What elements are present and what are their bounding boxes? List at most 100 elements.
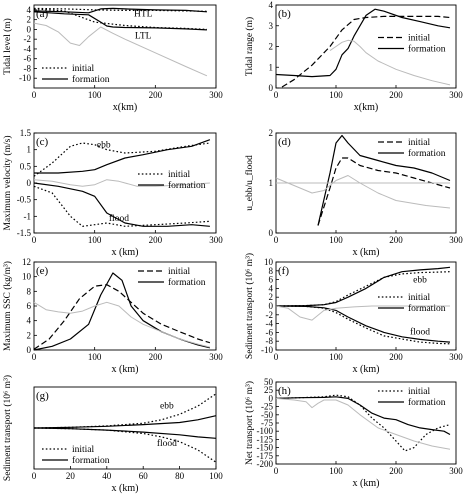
y-axis-label: Sediment transport (10⁶ m³): [2, 375, 13, 481]
panel-label: (b): [278, 8, 291, 20]
x-axis-label: x (km): [112, 247, 139, 258]
y-tick-label: -2: [266, 310, 274, 320]
x-tick-label: 80: [175, 471, 185, 481]
legend-label: formation: [72, 455, 110, 466]
x-tick-label: 0: [274, 90, 279, 100]
x-tick-label: 0: [32, 90, 37, 100]
x-axis-label: x(km): [354, 102, 378, 113]
legend-label: formation: [408, 148, 446, 159]
x-tick-label: 0: [274, 235, 279, 245]
series-line-formation: [275, 396, 451, 436]
series-line-initial: [275, 394, 451, 452]
series-line-formation: [33, 182, 210, 227]
x-tick-label: 60: [139, 471, 149, 481]
series-line-formation: [34, 139, 211, 174]
annotation-label: ebb: [413, 276, 427, 286]
y-tick-label: -175: [257, 451, 274, 461]
y-tick-label: -4: [24, 44, 32, 54]
x-tick-label: 100: [329, 466, 343, 476]
y-axis-label: Tidal range (m): [244, 17, 255, 76]
y-tick-label: 1: [27, 145, 32, 155]
series-line-formation: [275, 266, 451, 307]
series-line-initial: [33, 185, 210, 227]
y-tick-label: -25: [261, 402, 273, 412]
y-tick-label: 10: [264, 257, 274, 267]
panel-label: (e): [36, 265, 49, 277]
legend-label: initial: [408, 293, 431, 303]
y-tick-label: -8: [24, 63, 32, 73]
series-line-formation: [33, 427, 217, 439]
y-tick-label: 25: [264, 385, 274, 395]
y-tick-label: -1.5: [17, 228, 32, 238]
y-tick-label: -10: [261, 345, 273, 355]
annotation-label: ebb: [97, 141, 111, 151]
x-tick-label: 300: [449, 352, 463, 362]
x-tick-label: 100: [88, 352, 102, 362]
legend-label: initial: [408, 34, 431, 44]
y-tick-label: 1: [269, 62, 274, 72]
x-axis-label: x (km): [353, 364, 380, 375]
chart-panel-5: 0 100 200 300 0 2 4 6 8 10 12 x (km) Maximum SSC (kg…: [2, 257, 223, 375]
y-tick-label: -1: [24, 211, 32, 221]
series-line-reference: [275, 175, 451, 209]
panel-label: (g): [36, 390, 49, 402]
y-tick-label: -50: [261, 410, 273, 420]
annotation-label: flood: [109, 213, 129, 224]
annotation-label: flood: [410, 327, 430, 338]
x-tick-label: 200: [389, 90, 403, 100]
y-tick-label: -125: [257, 434, 274, 444]
y-tick-label: 0: [27, 24, 32, 34]
y-axis-label: Sediment transport (10⁶ m³): [244, 253, 255, 359]
y-axis-label: Maximum SSC (kg/m³): [2, 261, 13, 351]
legend-label: formation: [168, 277, 206, 288]
y-tick-label: -6: [266, 327, 274, 337]
x-axis-label: x (km): [353, 478, 380, 489]
series-line-formation: [33, 7, 207, 14]
x-tick-label: 200: [149, 90, 163, 100]
panel-label: (d): [278, 136, 291, 148]
x-tick-label: 200: [389, 235, 403, 245]
x-tick-label: 100: [329, 90, 343, 100]
x-tick-label: 0: [32, 235, 37, 245]
y-tick-label: -6: [24, 54, 32, 64]
x-tick-label: 0: [274, 352, 279, 362]
y-tick-label: 2: [269, 292, 274, 302]
y-tick-label: 10: [22, 272, 32, 282]
panel-label: (c): [36, 136, 49, 148]
legend-label: formation: [168, 180, 206, 191]
x-axis-label: x (km): [112, 364, 139, 375]
series-line-initial: [33, 393, 217, 429]
y-tick-label: -4: [266, 319, 274, 329]
y-axis-label: Tidal level (m): [2, 18, 13, 75]
chart-panel-2: 0 100 200 300 0 1 2 3 4 x(km) Tidal range (m) (b) in…: [244, 0, 463, 113]
y-axis-label: Maximum velocity (m/s): [2, 136, 13, 231]
y-tick-label: 2: [27, 15, 32, 25]
y-tick-label: 8: [27, 286, 32, 296]
x-tick-label: 300: [209, 90, 223, 100]
y-tick-label: -10: [19, 73, 31, 83]
y-tick-label: 3: [269, 21, 274, 31]
x-tick-label: 100: [329, 235, 343, 245]
series-line-reference: [33, 22, 208, 77]
plot-frame: [33, 4, 217, 89]
y-tick-label: 1: [269, 178, 274, 188]
annotation-label: LTL: [135, 31, 152, 41]
series-line-reference: [33, 179, 210, 187]
x-tick-label: 200: [389, 352, 403, 362]
x-tick-label: 300: [449, 235, 463, 245]
y-tick-label: 4: [27, 5, 32, 15]
legend-label: formation: [408, 303, 446, 314]
series-line-reference: [329, 39, 451, 86]
y-tick-label: 2: [269, 42, 274, 52]
legend-label: formation: [408, 397, 446, 408]
y-axis-label: u_ebb/u_flood: [244, 155, 255, 211]
legend-label: initial: [408, 387, 431, 397]
y-tick-label: 8: [269, 266, 274, 276]
series-line-formation: [33, 11, 207, 31]
